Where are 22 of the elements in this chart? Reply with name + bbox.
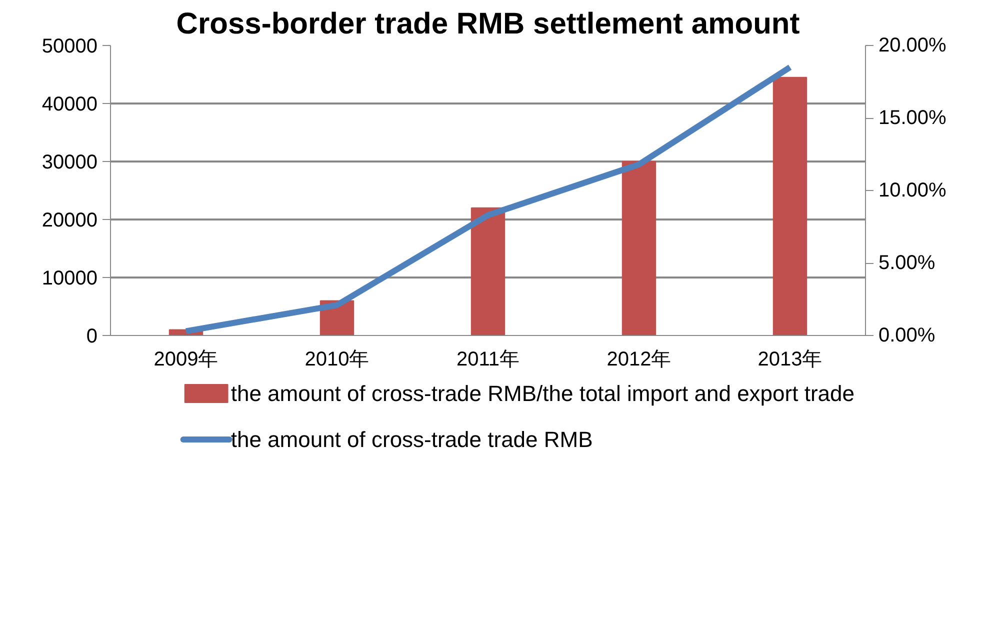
legend-label: the amount of cross-trade trade RMB xyxy=(230,427,593,452)
chart-title: Cross-border trade RMB settlement amount xyxy=(176,8,800,40)
y-tick-label: 10000 xyxy=(42,268,98,290)
bar xyxy=(622,161,656,336)
bar xyxy=(470,207,506,336)
x-tick-label: 2013年 xyxy=(758,348,822,370)
y-tick-label: 30000 xyxy=(42,152,98,174)
y2-tick-label: 15.00% xyxy=(878,107,947,129)
x-tick-label: 2010年 xyxy=(304,348,370,370)
x-tick-label: 2011年 xyxy=(456,348,520,370)
y2-tick-label: 10.00% xyxy=(878,180,947,202)
y2-tick-label: 5.00% xyxy=(878,252,936,274)
y2-tick-label: 20.00% xyxy=(878,34,947,56)
legend-label: the amount of cross-trade RMB/the total import and export trade xyxy=(230,381,854,406)
y-tick-label: 20000 xyxy=(42,210,98,232)
y-tick-label: 50000 xyxy=(42,36,98,58)
x-tick-label: 2012年 xyxy=(606,348,672,370)
y2-tick-label: 0.00% xyxy=(878,324,936,346)
y-tick-label: 0 xyxy=(86,326,98,348)
x-tick-label: 2009年 xyxy=(154,348,218,370)
y-tick-label: 40000 xyxy=(42,94,98,116)
bar xyxy=(772,76,808,336)
